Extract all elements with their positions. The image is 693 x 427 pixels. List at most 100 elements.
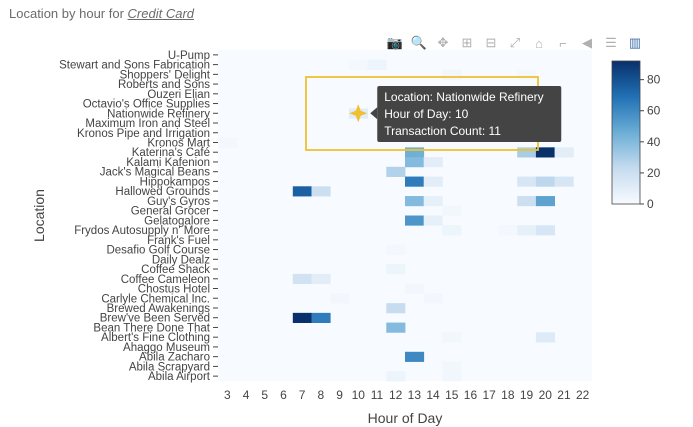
y-tick-label: Brewed Awakenings [107,303,211,315]
heatmap-cell [348,59,368,70]
hover-closest-icon[interactable]: ◀ [582,35,592,50]
heatmap-cell [535,88,555,100]
y-tick-label: Ouzeri Elian [147,89,210,101]
heatmap-cell [311,273,331,285]
tooltip-location: Location: Nationwide Refinery [384,90,543,104]
y-tick-label: Abila Zacharo [139,352,210,364]
x-tick-label: 4 [243,388,250,402]
x-tick-label: 17 [482,388,496,402]
heatmap-cell [423,157,443,168]
hover-tooltip [377,86,562,142]
heatmap-cell [517,196,537,207]
title-prefix: Location by hour for [9,6,124,21]
heatmap-cell [442,371,462,382]
x-tick-label: 20 [539,388,553,402]
heatmap-cell [517,69,537,80]
y-tick-label: Kronos Mart [147,137,210,149]
heatmap-cell [405,176,425,187]
x-tick-label: 18 [501,388,515,402]
autoscale-icon[interactable]: ⤢ [509,35,521,50]
y-tick-label: Gelatogalore [144,215,210,227]
y-tick-label: Brew've Been Served [100,313,210,325]
heatmap-cell [535,147,555,158]
hover-star-icon [349,104,368,123]
heatmap-cell [423,293,443,304]
y-tick-label: Katerina's Café [132,147,210,159]
y-tick-label: Guy's Gyros [147,196,210,208]
tooltip-count: Transaction Count: 11 [384,124,501,138]
x-tick-label: 7 [299,388,306,402]
x-tick-label: 6 [280,388,287,402]
heatmap-cell [554,176,574,187]
y-tick-label: Carlyle Chemical Inc. [101,293,210,305]
y-tick-label: Kronos Pipe and Irrigation [77,128,210,140]
x-tick-label: 15 [445,388,459,402]
heatmap-cell [386,322,406,333]
y-tick-label: U-Pump [168,50,210,62]
heatmap-cell [517,225,537,236]
heatmap-cell [386,303,406,314]
heatmap-cell [405,215,425,226]
y-tick-label: Abila Airport [148,371,211,383]
heatmap-cell [423,215,443,226]
heatmap-cell [405,283,425,294]
x-tick-label: 8 [318,388,325,402]
zoom-in-icon[interactable]: ⊞ [461,35,473,50]
heatmap-cell [386,166,406,177]
y-tick-label: Daily Dealz [152,254,210,266]
heatmap-cell [311,312,331,323]
heatmap-cell [554,147,574,158]
heatmap-cell [292,186,312,197]
y-tick-label: Nationwide Refinery [107,108,210,120]
heatmap-cell [218,137,238,148]
y-tick-label: Frydos Autosupply n' More [74,225,210,237]
colorbar-tick-label: 60 [647,104,661,118]
x-tick-label: 10 [352,388,366,402]
x-tick-label: 14 [426,388,440,402]
heatmap-cell [517,176,537,187]
y-tick-label: Coffee Shack [141,264,210,276]
y-tick-label: Albert's Fine Clothing [101,332,210,344]
y-tick-label: Chostus Hotel [138,284,210,296]
y-tick-label: Abila Scrapyard [129,361,210,373]
y-tick-label: Hallowed Grounds [115,186,210,198]
payment-method-selection[interactable]: Credit Card [127,6,194,21]
heatmap-cell [367,59,387,70]
heatmap-cell [442,361,462,372]
zoom-icon[interactable]: 🔍 [410,35,428,50]
heatmap-cell [386,371,406,382]
heatmap-cell [535,332,555,343]
y-tick-label: Desafio Golf Course [106,245,210,257]
heatmap-cell [442,332,462,343]
spike-lines-icon[interactable]: ⌐ [559,35,567,51]
x-tick-label: 11 [371,388,384,402]
x-axis-title: Hour of Day [368,410,443,426]
y-tick-label: Maximum Iron and Steel [85,118,210,130]
colorbar-tick-label: 40 [647,135,661,149]
modebar: 📷 🔍 ✥ ⊞ ⊟ ⤢ ⌂ ⌐ ◀ ☰ ▥ [386,34,644,52]
y-tick-label: General Grocer [131,206,210,218]
heatmap-cell [517,147,537,158]
home-icon[interactable]: ⌂ [535,35,543,51]
y-tick-label: Coffee Cameleon [121,274,210,286]
heatmap-cell [498,225,518,236]
y-tick-label: Hippokampos [140,176,211,188]
x-tick-label: 3 [224,388,231,402]
heatmap-cell [292,312,312,323]
x-tick-label: 9 [336,388,343,402]
zoom-out-icon[interactable]: ⊟ [485,35,497,50]
camera-icon[interactable]: 📷 [386,35,404,50]
heatmap-cell [405,147,425,158]
heatmap-cell [292,273,312,285]
pan-icon[interactable]: ✥ [437,35,449,50]
plotly-logo-icon[interactable]: ▥ [628,35,642,50]
hover-highlight-box [305,76,539,151]
x-tick-label: 22 [576,388,590,402]
heatmap-cell [386,244,406,255]
heatmap-cell [405,351,425,362]
y-tick-label: Ahaggo Museum [123,342,210,354]
hover-compare-icon[interactable]: ☰ [605,35,617,50]
heatmap-cell [386,264,406,275]
heatmap-cell [535,176,555,187]
